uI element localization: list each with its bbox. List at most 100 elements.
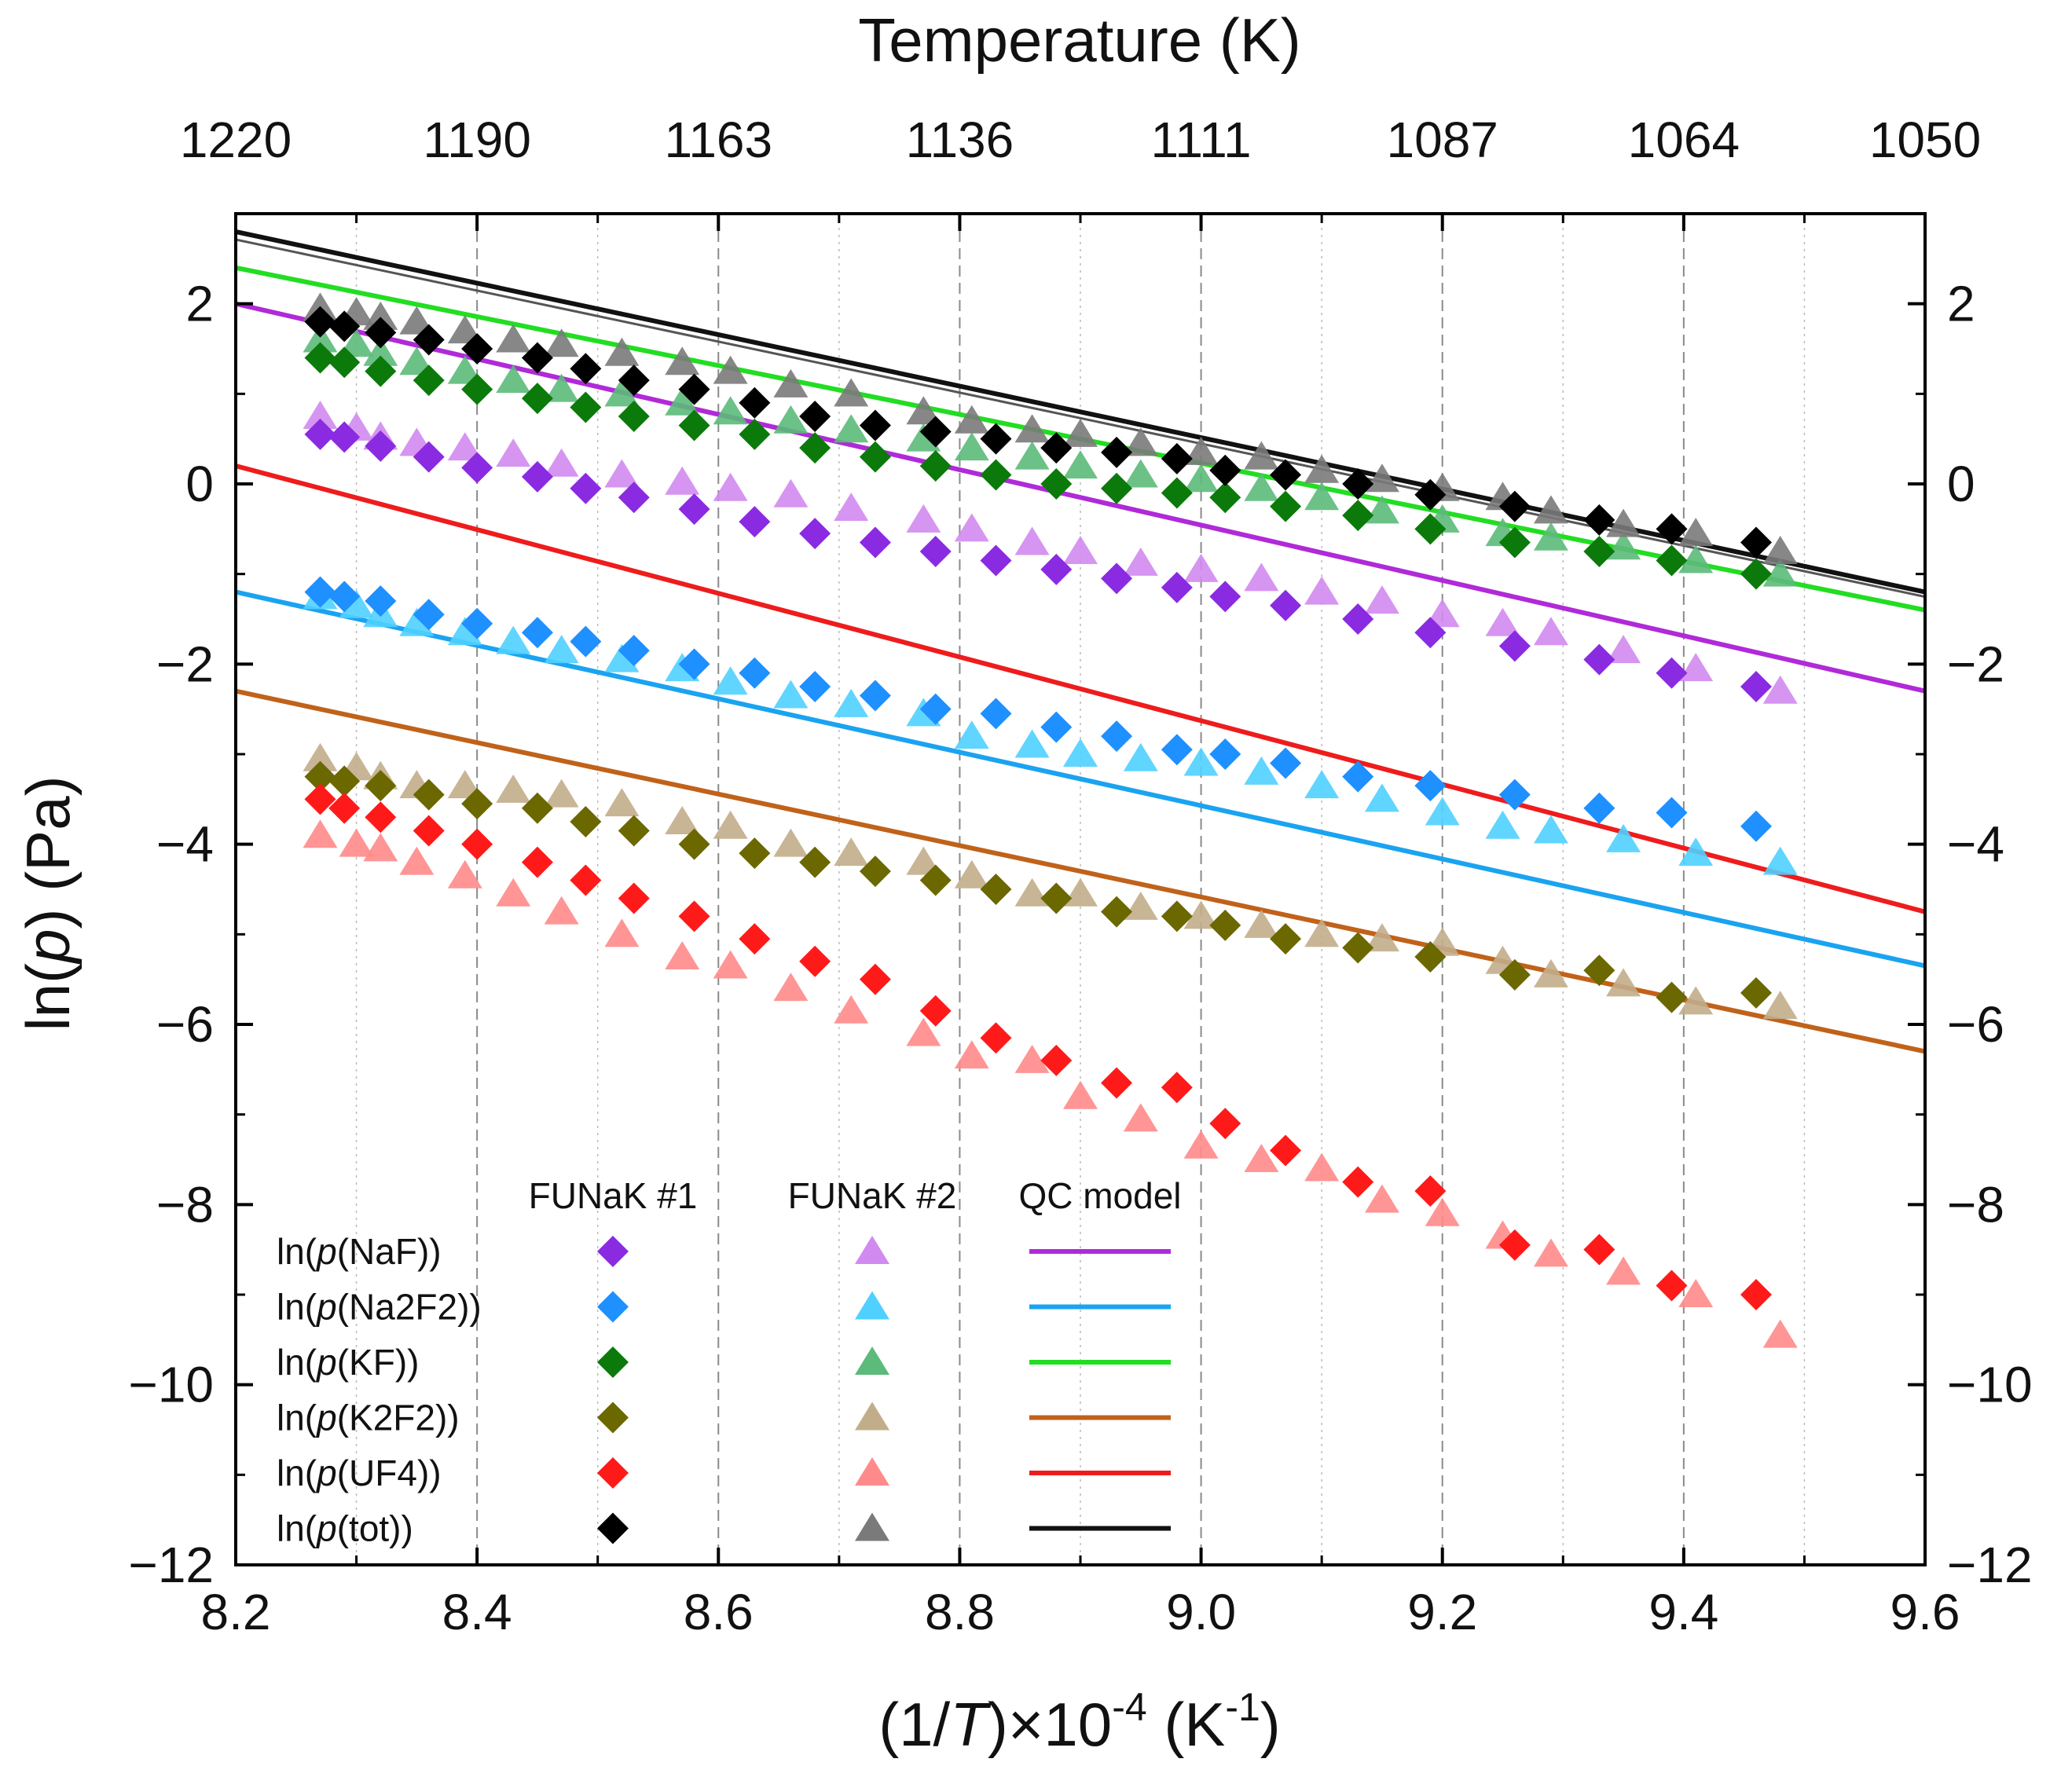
triangle-marker-Na2F2 (1244, 756, 1279, 785)
diamond-marker-tot (618, 365, 650, 397)
diamond-marker-NaF (919, 536, 952, 567)
triangle-marker-tot (1678, 518, 1714, 547)
triangle-marker-UF4 (544, 896, 579, 925)
model-line-tot-secondary (236, 238, 1925, 599)
legend-header: QC model (1018, 1175, 1181, 1216)
legend-triangle-NaF (855, 1236, 889, 1264)
diamond-marker-UF4 (919, 995, 952, 1027)
triangle-marker-K2F2 (1183, 900, 1219, 929)
diamond-marker-KF (413, 365, 445, 397)
x-tick-label: 9.4 (1648, 1584, 1718, 1640)
diamond-marker-K2F2 (461, 788, 493, 820)
diamond-marker-Na2F2 (570, 625, 602, 658)
diamond-marker-KF (618, 401, 650, 432)
triangle-marker-NaF (1014, 526, 1050, 555)
diamond-marker-Na2F2 (1040, 711, 1073, 743)
diamond-marker-NaF (1342, 603, 1374, 635)
triangle-marker-K2F2 (906, 846, 941, 875)
diamond-marker-Na2F2 (1270, 747, 1302, 779)
triangle-marker-Na2F2 (1485, 810, 1520, 839)
triangle-marker-tot (665, 346, 700, 376)
diamond-marker-UF4 (1342, 1166, 1374, 1198)
diamond-marker-Na2F2 (328, 581, 361, 613)
diamond-marker-NaF (1498, 630, 1531, 662)
triangle-marker-KF (1063, 450, 1098, 479)
x-tick-label: 8.8 (925, 1584, 995, 1640)
triangle-marker-UF4 (303, 819, 338, 848)
triangle-marker-UF4 (1304, 1152, 1340, 1182)
diamond-marker-KF (1209, 482, 1241, 514)
triangle-marker-K2F2 (1762, 991, 1798, 1020)
x-tick-label: 8.4 (442, 1584, 512, 1640)
diamond-marker-KF (1583, 536, 1615, 567)
model-line-K2F2 (236, 688, 1925, 1054)
legend-diamond-tot (597, 1512, 629, 1544)
diamond-marker-K2F2 (799, 846, 831, 878)
diamond-marker-Na2F2 (1161, 734, 1193, 766)
triangle-marker-Na2F2 (1678, 837, 1714, 867)
diamond-marker-KF (919, 450, 952, 482)
triangle-marker-UF4 (834, 995, 869, 1024)
triangle-marker-tot (1364, 463, 1399, 493)
triangle-marker-K2F2 (303, 742, 338, 771)
y-tick-label-left: −4 (156, 816, 214, 873)
triangle-marker-Na2F2 (1063, 738, 1098, 767)
triangle-marker-KF (496, 365, 531, 394)
triangle-marker-tot (954, 405, 989, 434)
y-tick-label-right: −2 (1947, 636, 2004, 692)
legend-label-tot: ln(p(tot)) (277, 1508, 413, 1549)
diamond-marker-Na2F2 (365, 585, 397, 617)
diamond-marker-KF (1740, 558, 1772, 590)
triangle-marker-NaF (1244, 562, 1279, 592)
diamond-marker-UF4 (365, 801, 397, 834)
diamond-marker-Na2F2 (1209, 738, 1241, 770)
top-tick-label: 1050 (1869, 112, 1981, 168)
y-tick-label-right: 0 (1947, 456, 1975, 512)
diamond-marker-NaF (1583, 643, 1615, 676)
diamond-marker-K2F2 (1414, 941, 1447, 973)
diamond-marker-Na2F2 (461, 607, 493, 639)
triangle-marker-K2F2 (447, 770, 482, 799)
diamond-marker-NaF (618, 482, 650, 514)
diamond-marker-KF (304, 342, 336, 374)
diamond-marker-tot (1161, 442, 1193, 474)
triangle-marker-tot (906, 396, 941, 425)
legend-triangle-K2F2 (855, 1401, 889, 1431)
diamond-marker-Na2F2 (678, 648, 710, 680)
diamond-marker-tot (1583, 504, 1615, 536)
triangle-marker-UF4 (1533, 1238, 1568, 1267)
diamond-marker-KF (1498, 526, 1531, 559)
triangle-marker-KF (399, 346, 435, 376)
triangle-marker-Na2F2 (773, 680, 809, 709)
diamond-marker-KF (859, 441, 891, 473)
triangle-marker-Na2F2 (1014, 729, 1050, 758)
tick-labels: 8.2 8.4 8.6 8.8 9.0 9.2 9.4 9.6 1220 1190 1163 1136… (128, 112, 2032, 1640)
legend-triangle-KF (855, 1346, 889, 1375)
diamond-marker-UF4 (304, 783, 336, 815)
legend-diamond-Na2F2 (597, 1291, 629, 1323)
triangle-marker-KF (1304, 482, 1340, 511)
triangle-marker-KF (1606, 531, 1641, 560)
diamond-marker-KF (1656, 544, 1688, 577)
y-tick-label-left: −8 (156, 1176, 214, 1233)
triangle-marker-KF (1678, 544, 1714, 573)
triangle-marker-UF4 (604, 918, 640, 947)
triangle-marker-NaF (1183, 553, 1219, 582)
top-tick-label: 1190 (423, 112, 531, 168)
triangle-marker-UF4 (773, 973, 809, 1002)
legend-label-KF: ln(p(KF)) (277, 1342, 419, 1383)
diamond-marker-KF (1040, 468, 1073, 500)
diamond-marker-tot (413, 324, 445, 356)
triangle-marker-K2F2 (954, 859, 989, 888)
triangle-marker-UF4 (1183, 1130, 1219, 1159)
legend-header: FUNaK #2 (788, 1175, 957, 1216)
triangle-marker-UF4 (447, 859, 482, 888)
triangle-marker-KF (604, 378, 640, 407)
top-axis-title: Temperature (K) (858, 5, 1301, 75)
diamond-marker-tot (521, 342, 553, 374)
diamond-marker-tot (919, 416, 952, 448)
diamond-marker-Na2F2 (1414, 770, 1447, 802)
diamond-marker-UF4 (1656, 1270, 1688, 1302)
diamond-marker-Na2F2 (1740, 810, 1772, 842)
legend-triangle-Na2F2 (855, 1291, 889, 1320)
